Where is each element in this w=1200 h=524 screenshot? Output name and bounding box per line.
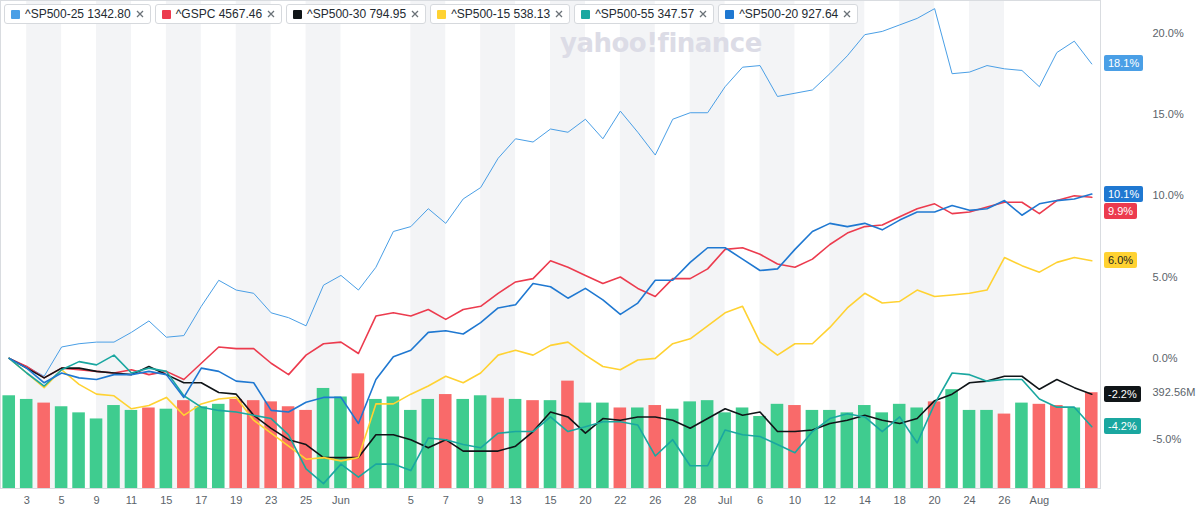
- svg-text:Jul: Jul: [718, 494, 732, 506]
- svg-text:25: 25: [300, 494, 312, 506]
- svg-text:15: 15: [544, 494, 556, 506]
- svg-text:5: 5: [59, 494, 65, 506]
- html-text:yahoo!finance: yahoo!finance: [560, 28, 762, 58]
- svg-text:17: 17: [195, 494, 207, 506]
- html-text:^SP500-30 794.95: ^SP500-30 794.95: [307, 7, 407, 21]
- svg-text:19: 19: [230, 494, 242, 506]
- svg-text:28: 28: [684, 494, 696, 506]
- html-text:-4.2%: -4.2%: [1108, 420, 1137, 433]
- svg-text:15.0%: 15.0%: [1153, 108, 1184, 120]
- svg-text:5.0%: 5.0%: [1153, 271, 1178, 283]
- html-text:^SP500-15 538.13: ^SP500-15 538.13: [451, 7, 551, 21]
- svg-text:11: 11: [126, 494, 137, 506]
- svg-text:20.0%: 20.0%: [1153, 27, 1184, 39]
- svg-text:6: 6: [757, 494, 763, 506]
- svg-text:9: 9: [93, 494, 99, 506]
- svg-text:26: 26: [649, 494, 661, 506]
- svg-text:13: 13: [509, 494, 521, 506]
- html-text:-2.2%: -2.2%: [1108, 387, 1137, 400]
- svg-text:Aug: Aug: [1030, 494, 1050, 506]
- html-text:18.1%: 18.1%: [1108, 57, 1140, 70]
- svg-text:23: 23: [265, 494, 277, 506]
- svg-text:18: 18: [894, 494, 906, 506]
- svg-text:9: 9: [478, 494, 484, 506]
- svg-text:Jun: Jun: [332, 494, 350, 506]
- html-text:6.0%: 6.0%: [1108, 254, 1134, 267]
- html-text:9.9%: 9.9%: [1108, 204, 1134, 217]
- svg-text:24: 24: [963, 494, 975, 506]
- svg-text:20: 20: [929, 494, 941, 506]
- svg-text:20: 20: [579, 494, 591, 506]
- svg-text:10: 10: [789, 494, 801, 506]
- html-text:10.1%: 10.1%: [1108, 187, 1140, 200]
- svg-text:15: 15: [160, 494, 172, 506]
- svg-text:3: 3: [24, 494, 30, 506]
- svg-text:10.0%: 10.0%: [1153, 189, 1184, 201]
- svg-text:5: 5: [408, 494, 414, 506]
- svg-text:26: 26: [998, 494, 1010, 506]
- html-text:^GSPC 4567.46: ^GSPC 4567.46: [175, 7, 263, 21]
- svg-text:7: 7: [443, 494, 449, 506]
- svg-text:-5.0%: -5.0%: [1153, 433, 1182, 445]
- svg-text:14: 14: [859, 494, 871, 506]
- html-text:^SP500-25 1342.80: ^SP500-25 1342.80: [25, 7, 131, 21]
- svg-text:392.56M: 392.56M: [1153, 386, 1196, 398]
- svg-text:0.0%: 0.0%: [1153, 352, 1178, 364]
- html-text:^SP500-55 347.57: ^SP500-55 347.57: [595, 7, 695, 21]
- svg-text:22: 22: [614, 494, 626, 506]
- svg-text:12: 12: [824, 494, 836, 506]
- html-text:^SP500-20 927.64: ^SP500-20 927.64: [739, 7, 839, 21]
